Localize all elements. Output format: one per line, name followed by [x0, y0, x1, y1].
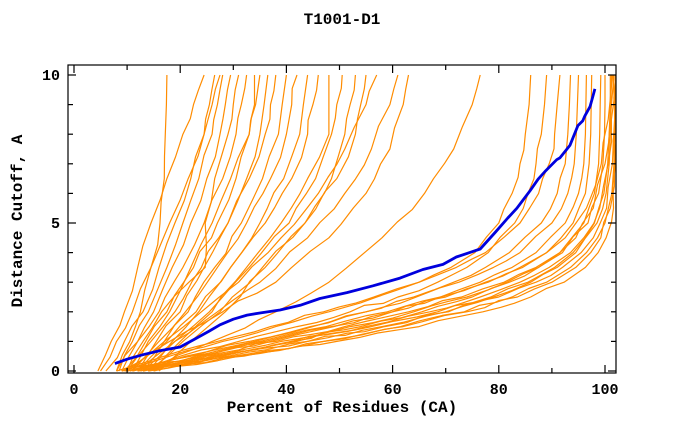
x-tick-label: 80 [490, 382, 508, 399]
model-curve [142, 74, 287, 372]
model-curve [118, 74, 224, 372]
model-curve [126, 74, 548, 372]
model-curve [115, 74, 248, 372]
model-curve [97, 74, 205, 372]
model-curve [137, 74, 616, 372]
chart-title: T1001-D1 [303, 11, 381, 29]
model-curve [142, 74, 481, 372]
model-curve [100, 74, 221, 372]
model-curve [121, 74, 410, 372]
x-tick-label: 60 [384, 382, 402, 399]
model-curve [123, 74, 261, 372]
curves-layer [97, 74, 616, 372]
model-curve [126, 74, 378, 372]
highlighted-model-curve [114, 88, 597, 365]
model-curve [137, 74, 319, 372]
x-tick-label: 40 [277, 382, 295, 399]
y-tick-label: 0 [51, 364, 60, 381]
y-tick-label: 10 [42, 68, 60, 85]
model-curve [132, 74, 572, 372]
x-tick-label: 0 [69, 382, 78, 399]
model-curve [126, 74, 593, 372]
model-curve [142, 74, 616, 372]
model-curve [105, 74, 216, 372]
model-curve [121, 74, 232, 372]
model-curve [121, 74, 532, 372]
model-curve [148, 74, 616, 372]
model-curve [126, 74, 277, 372]
model-curve [158, 74, 356, 372]
model-curve [137, 74, 587, 372]
model-curve [140, 75, 611, 372]
model-curve [121, 74, 613, 372]
y-tick-label: 5 [51, 216, 60, 233]
x-tick-label: 20 [171, 382, 189, 399]
model-curve [115, 74, 168, 372]
x-axis-label: Percent of Residues (CA) [226, 399, 458, 417]
model-curve [131, 74, 298, 372]
x-tick-label: 100 [591, 382, 618, 399]
model-curve [124, 74, 580, 372]
model-curve [142, 74, 343, 372]
model-curve [116, 74, 561, 372]
model-curve [129, 74, 615, 372]
model-curve [137, 74, 269, 372]
plot-frame [67, 64, 617, 374]
